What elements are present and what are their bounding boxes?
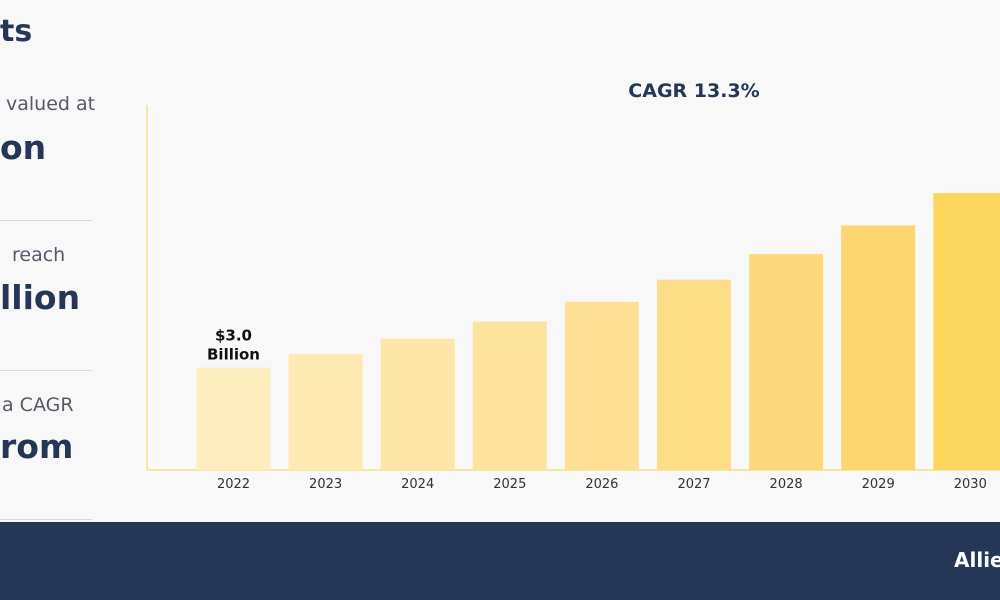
stat-3-text: a CAGR	[2, 394, 74, 416]
bar-2023	[288, 354, 363, 470]
divider	[0, 370, 92, 371]
stat-2-value: llion	[0, 278, 81, 317]
footer-bar: Allie	[0, 522, 1000, 600]
x-tick-label-2028: 2028	[770, 477, 803, 492]
key-facts-panel: ts valued at on reach llion a CAGR rom	[0, 0, 120, 520]
bar-2029	[841, 225, 916, 470]
x-tick-label-2027: 2027	[677, 477, 710, 492]
bar-2022	[196, 367, 271, 470]
x-tick-label-2022: 2022	[217, 477, 250, 492]
x-tick-label-2030: 2030	[954, 477, 987, 492]
bar-2028	[749, 254, 824, 470]
bar-2026	[564, 301, 639, 470]
stat-1-text: valued at	[6, 93, 96, 115]
data-label-2022: $3.0	[215, 327, 252, 345]
divider	[0, 519, 92, 520]
x-tick-label-2024: 2024	[401, 477, 434, 492]
x-tick-label-2026: 2026	[585, 477, 618, 492]
brand-logo-text: Allie	[954, 548, 1000, 572]
stat-3-value: rom	[0, 427, 74, 466]
bar-2027	[657, 279, 731, 470]
bar-2025	[472, 321, 547, 470]
divider	[0, 220, 92, 221]
market-size-bar-chart: CAGR 13.3% 2022 2023 2024 2025 2026 2027 2028 2…	[146, 80, 1000, 492]
stat-1-value: on	[0, 128, 47, 167]
data-label-2022: Billion	[207, 346, 260, 364]
chart-title: CAGR 13.3%	[628, 80, 759, 102]
panel-heading: ts	[0, 14, 33, 49]
x-tick-label-2029: 2029	[862, 477, 895, 492]
bar-2030	[933, 193, 1000, 470]
x-tick-label-2023: 2023	[309, 477, 342, 492]
bar-2024	[380, 338, 455, 470]
x-tick-label-2025: 2025	[493, 477, 526, 492]
stat-2-text: reach	[12, 244, 66, 266]
